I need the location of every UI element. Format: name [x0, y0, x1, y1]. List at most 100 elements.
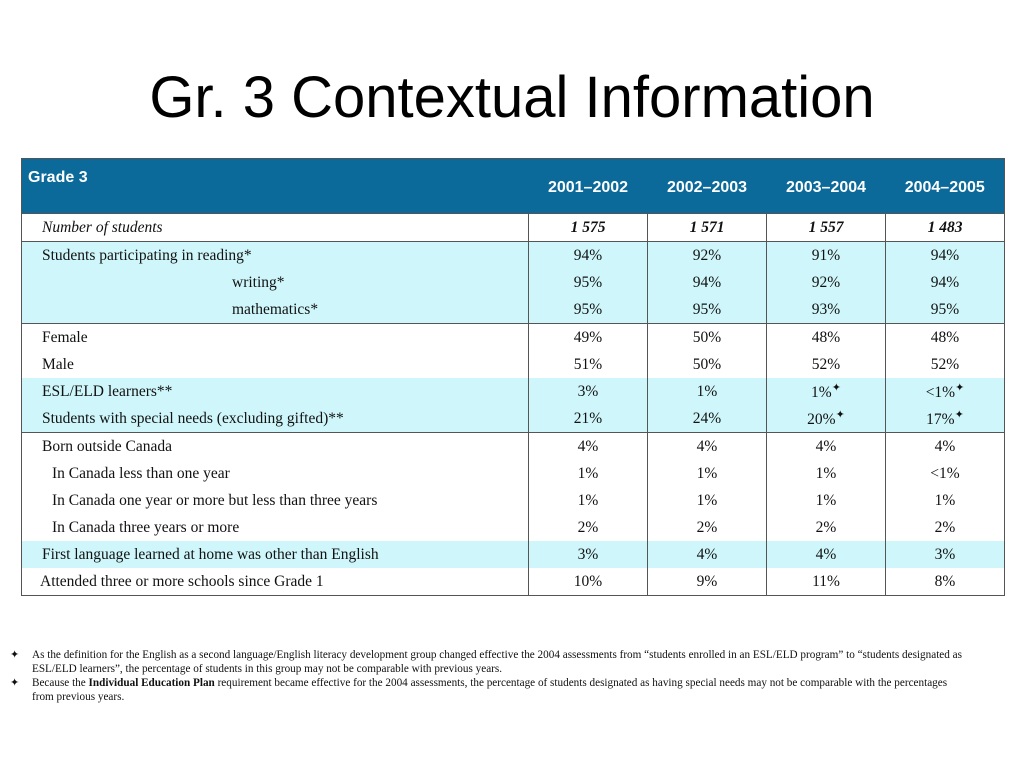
table-row: Attended three or more schools since Gra…: [21, 568, 1005, 596]
cell-value: 1 571: [647, 213, 767, 242]
row-label: Students participating in reading*: [21, 241, 529, 269]
cell-value: 4%: [885, 432, 1005, 460]
row-label: Born outside Canada: [21, 432, 529, 460]
table-row: Female 49% 50% 48% 48%: [21, 323, 1005, 351]
cell-value: 17%✦: [885, 405, 1005, 433]
cell-value: 94%: [885, 241, 1005, 269]
table-row: In Canada less than one year 1% 1% 1% <1…: [21, 460, 1005, 487]
row-label: Female: [21, 323, 529, 351]
year-header: 2001–2002: [528, 158, 648, 214]
row-label: In Canada less than one year: [21, 460, 529, 487]
footnote-mark-icon: ✦: [10, 676, 20, 689]
cell-value: <1%: [885, 460, 1005, 487]
cell-value: 93%: [766, 296, 886, 324]
table-row: ESL/ELD learners** 3% 1% 1%✦ <1%✦: [21, 378, 1005, 405]
table-row: Male 51% 50% 52% 52%: [21, 351, 1005, 378]
table-row: mathematics* 95% 95% 93% 95%: [21, 296, 1005, 324]
cell-value: 2%: [647, 514, 767, 541]
row-label: mathematics*: [21, 296, 529, 324]
footnote-text-part: requirement became effective for the 200…: [32, 677, 948, 703]
cell-value: 51%: [528, 351, 648, 378]
cell-value: 4%: [766, 541, 886, 568]
cell-value: 3%: [885, 541, 1005, 568]
table-row: Born outside Canada 4% 4% 4% 4%: [21, 432, 1005, 460]
cell-value-text: 20%: [807, 411, 836, 429]
cell-value: 1%✦: [766, 378, 886, 405]
table-header-row: Grade 3 2001–2002 2002–2003 2003–2004 20…: [21, 158, 1005, 214]
cell-value: 4%: [647, 432, 767, 460]
cell-value: 94%: [647, 269, 767, 296]
cell-value: 1 575: [528, 213, 648, 242]
cell-value: 94%: [528, 241, 648, 269]
cell-value-text: 1%: [811, 384, 832, 402]
year-header: 2004–2005: [885, 158, 1005, 214]
table-row: First language learned at home was other…: [21, 541, 1005, 568]
row-label: Number of students: [21, 213, 529, 242]
cell-value: 2%: [766, 514, 886, 541]
row-label: writing*: [21, 269, 529, 296]
cell-value: 91%: [766, 241, 886, 269]
cell-value: 1%: [528, 487, 648, 514]
cell-value: 4%: [647, 541, 767, 568]
row-label: First language learned at home was other…: [21, 541, 529, 568]
cell-value: 1%: [766, 460, 886, 487]
table-row: Students with special needs (excluding g…: [21, 405, 1005, 433]
footnote-text: Because the Individual Education Plan re…: [32, 676, 970, 704]
cell-value: 92%: [647, 241, 767, 269]
cell-value: 1 557: [766, 213, 886, 242]
cell-value: 1%: [647, 378, 767, 405]
cell-value: 52%: [766, 351, 886, 378]
row-label: ESL/ELD learners**: [21, 378, 529, 405]
cell-value: 50%: [647, 351, 767, 378]
footnote-text: As the definition for the English as a s…: [32, 649, 962, 675]
flag-icon: ✦: [835, 407, 845, 421]
cell-value: 9%: [647, 568, 767, 596]
cell-value: 4%: [766, 432, 886, 460]
cell-value: 92%: [766, 269, 886, 296]
cell-value: 50%: [647, 323, 767, 351]
footnotes: ✦ As the definition for the English as a…: [10, 648, 970, 704]
cell-value: 49%: [528, 323, 648, 351]
year-header: 2003–2004: [766, 158, 886, 214]
grade3-contextual-table: Grade 3 2001–2002 2002–2003 2003–2004 20…: [21, 158, 1005, 596]
table-row: Number of students 1 575 1 571 1 557 1 4…: [21, 213, 1005, 242]
cell-value: 21%: [528, 405, 648, 433]
row-label: Male: [21, 351, 529, 378]
table-row: Students participating in reading* 94% 9…: [21, 241, 1005, 269]
cell-value: <1%✦: [885, 378, 1005, 405]
cell-value: 95%: [528, 269, 648, 296]
footnote: ✦ As the definition for the English as a…: [10, 648, 970, 676]
row-label: Attended three or more schools since Gra…: [21, 568, 529, 596]
cell-value: 1%: [766, 487, 886, 514]
cell-value: 2%: [885, 514, 1005, 541]
cell-value: 1%: [647, 487, 767, 514]
flag-icon: ✦: [831, 380, 841, 394]
cell-value: 1%: [528, 460, 648, 487]
cell-value: 11%: [766, 568, 886, 596]
slide-title: Gr. 3 Contextual Information: [149, 65, 875, 130]
cell-value: 24%: [647, 405, 767, 433]
table-row: In Canada one year or more but less than…: [21, 487, 1005, 514]
footnote-emphasis: Individual Education Plan: [88, 677, 215, 689]
cell-value: 1%: [647, 460, 767, 487]
cell-value: 3%: [528, 541, 648, 568]
year-header: 2002–2003: [647, 158, 767, 214]
table-row: writing* 95% 94% 92% 94%: [21, 269, 1005, 296]
cell-value: 1 483: [885, 213, 1005, 242]
grade-header: Grade 3: [21, 158, 529, 214]
row-label: In Canada three years or more: [21, 514, 529, 541]
row-label: Students with special needs (excluding g…: [21, 405, 529, 433]
cell-value: 10%: [528, 568, 648, 596]
cell-value: 20%✦: [766, 405, 886, 433]
cell-value: 95%: [885, 296, 1005, 324]
cell-value: 48%: [885, 323, 1005, 351]
footnote-text-part: Because the: [32, 677, 89, 689]
flag-icon: ✦: [955, 380, 965, 394]
footnote-mark-icon: ✦: [10, 648, 20, 661]
footnote: ✦ Because the Individual Education Plan …: [10, 676, 970, 704]
cell-value-text: <1%: [925, 384, 956, 402]
cell-value: 8%: [885, 568, 1005, 596]
cell-value: 52%: [885, 351, 1005, 378]
cell-value: 1%: [885, 487, 1005, 514]
cell-value: 95%: [647, 296, 767, 324]
